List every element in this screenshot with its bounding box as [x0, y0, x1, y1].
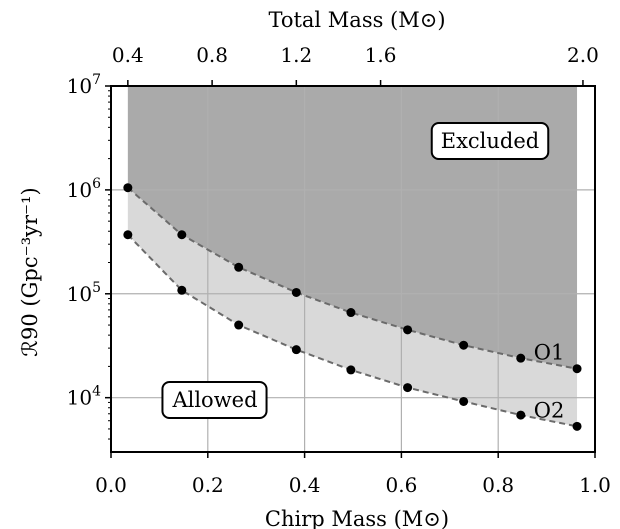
top-tick-label: 0.8 [196, 43, 228, 67]
data-point-O2 [291, 345, 301, 355]
series-line-O1 [127, 186, 578, 370]
data-point-O1 [291, 287, 301, 297]
allowed-label-text: Allowed [171, 388, 257, 412]
plot-frame [110, 85, 596, 453]
x-tick-label: 0.0 [95, 473, 127, 497]
top-tick-label: 1.6 [365, 43, 397, 67]
data-point-O2 [459, 396, 469, 406]
x-tick-label: 0.8 [482, 473, 514, 497]
y-tick-label: 105 [67, 280, 101, 306]
x-tick-label: 0.2 [192, 473, 224, 497]
data-point-O2 [123, 230, 133, 240]
grid-layer [111, 86, 595, 452]
data-point-O2 [516, 410, 526, 420]
data-point-O2 [234, 320, 244, 330]
series-label-O2: O2 [534, 398, 565, 422]
data-point-O1 [234, 262, 244, 272]
data-point-O2 [346, 365, 356, 375]
excluded-label-text: Excluded [441, 129, 540, 153]
series-layer [123, 183, 582, 431]
data-point-O1 [516, 353, 526, 363]
data-point-O1 [572, 364, 582, 374]
data-point-O1 [346, 308, 356, 318]
x-tick-label: 1.0 [579, 473, 611, 497]
top-tick-label: 0.4 [112, 43, 144, 67]
top-axis-title: Total Mass (M⊙) [268, 8, 445, 32]
x-tick-label: 0.6 [385, 473, 417, 497]
data-point-O2 [403, 383, 413, 393]
data-point-O1 [459, 340, 469, 350]
y-tick-label: 107 [67, 72, 101, 98]
data-point-O1 [177, 230, 187, 240]
allowed-label: Allowed [161, 381, 268, 419]
excluded-label-frame [430, 122, 550, 160]
y-tick-label: 104 [67, 384, 101, 410]
data-point-O2 [572, 421, 582, 431]
axes-layer: 0.0 0.2 0.4 0.6 0.8 1.0 0.4 0.8 1.2 1.6 2.0 104 105 1… [67, 43, 611, 497]
top-tick-label: 2.0 [567, 43, 599, 67]
y-axis-title: ℛ90 (Gpc⁻³yr⁻¹) [18, 187, 42, 356]
annotation-layer: O1 O2 Excluded Allowed [161, 122, 565, 422]
y-tick-label: 106 [67, 176, 101, 202]
data-point-O2 [177, 285, 187, 295]
top-tick-label: 1.2 [280, 43, 312, 67]
allowed-label-frame [161, 381, 268, 419]
data-point-O1 [123, 183, 133, 193]
excluded-label: Excluded [430, 122, 550, 160]
data-point-O1 [403, 325, 413, 335]
x-axis-title: Chirp Mass (M⊙) [265, 507, 449, 529]
series-label-O1: O1 [534, 341, 565, 365]
o1-o2-band [127, 187, 578, 427]
x-tick-label: 0.4 [289, 473, 321, 497]
